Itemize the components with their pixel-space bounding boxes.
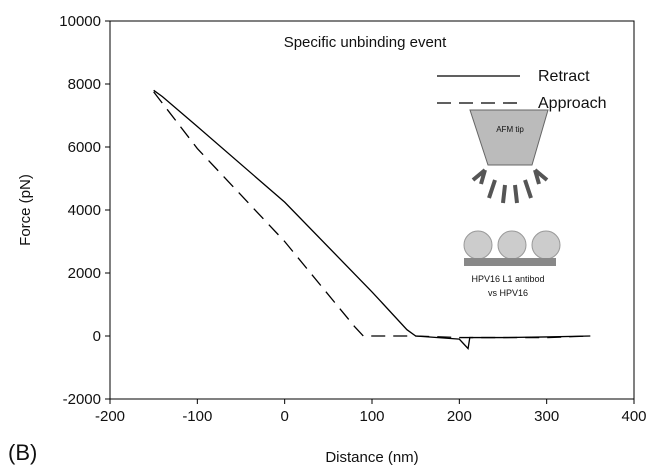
series-line xyxy=(153,91,591,339)
inset-label: vs HPV16 xyxy=(488,288,528,298)
y-tick-label: 2000 xyxy=(68,265,101,282)
x-tick-label: 300 xyxy=(534,408,559,425)
series-line xyxy=(153,89,591,351)
virus xyxy=(497,230,527,260)
y-tick-label: 6000 xyxy=(68,139,101,156)
legend-label: Retract xyxy=(538,68,590,85)
legend-label: Approach xyxy=(538,95,607,112)
y-tick-label: 8000 xyxy=(68,76,101,93)
y-tick-label: 0 xyxy=(93,328,101,345)
y-tick-label: -2000 xyxy=(63,391,101,408)
x-tick-label: 100 xyxy=(359,408,384,425)
virus xyxy=(531,230,561,260)
antibodies xyxy=(471,168,549,204)
inset: AFM tip HPV16 L1 antibod vs HPV16 xyxy=(463,109,561,298)
y-tick-label: 4000 xyxy=(68,202,101,219)
x-tick-label: -200 xyxy=(95,408,125,425)
y-tick-label: 10000 xyxy=(59,13,101,30)
virus xyxy=(463,230,493,260)
x-axis-label: Distance (nm) xyxy=(325,449,418,466)
substrate xyxy=(464,258,556,266)
x-tick-label: 400 xyxy=(621,408,646,425)
inset-label: AFM tip xyxy=(496,125,524,134)
inset-label: HPV16 L1 antibod xyxy=(471,274,544,284)
y-axis-label: Force (pN) xyxy=(17,174,34,246)
afm-tip xyxy=(469,109,549,166)
x-tick-label: 200 xyxy=(447,408,472,425)
chart-title: Specific unbinding event xyxy=(284,34,447,51)
panel-label: (B) xyxy=(8,440,37,465)
x-tick-label: 0 xyxy=(280,408,288,425)
x-tick-label: -100 xyxy=(182,408,212,425)
